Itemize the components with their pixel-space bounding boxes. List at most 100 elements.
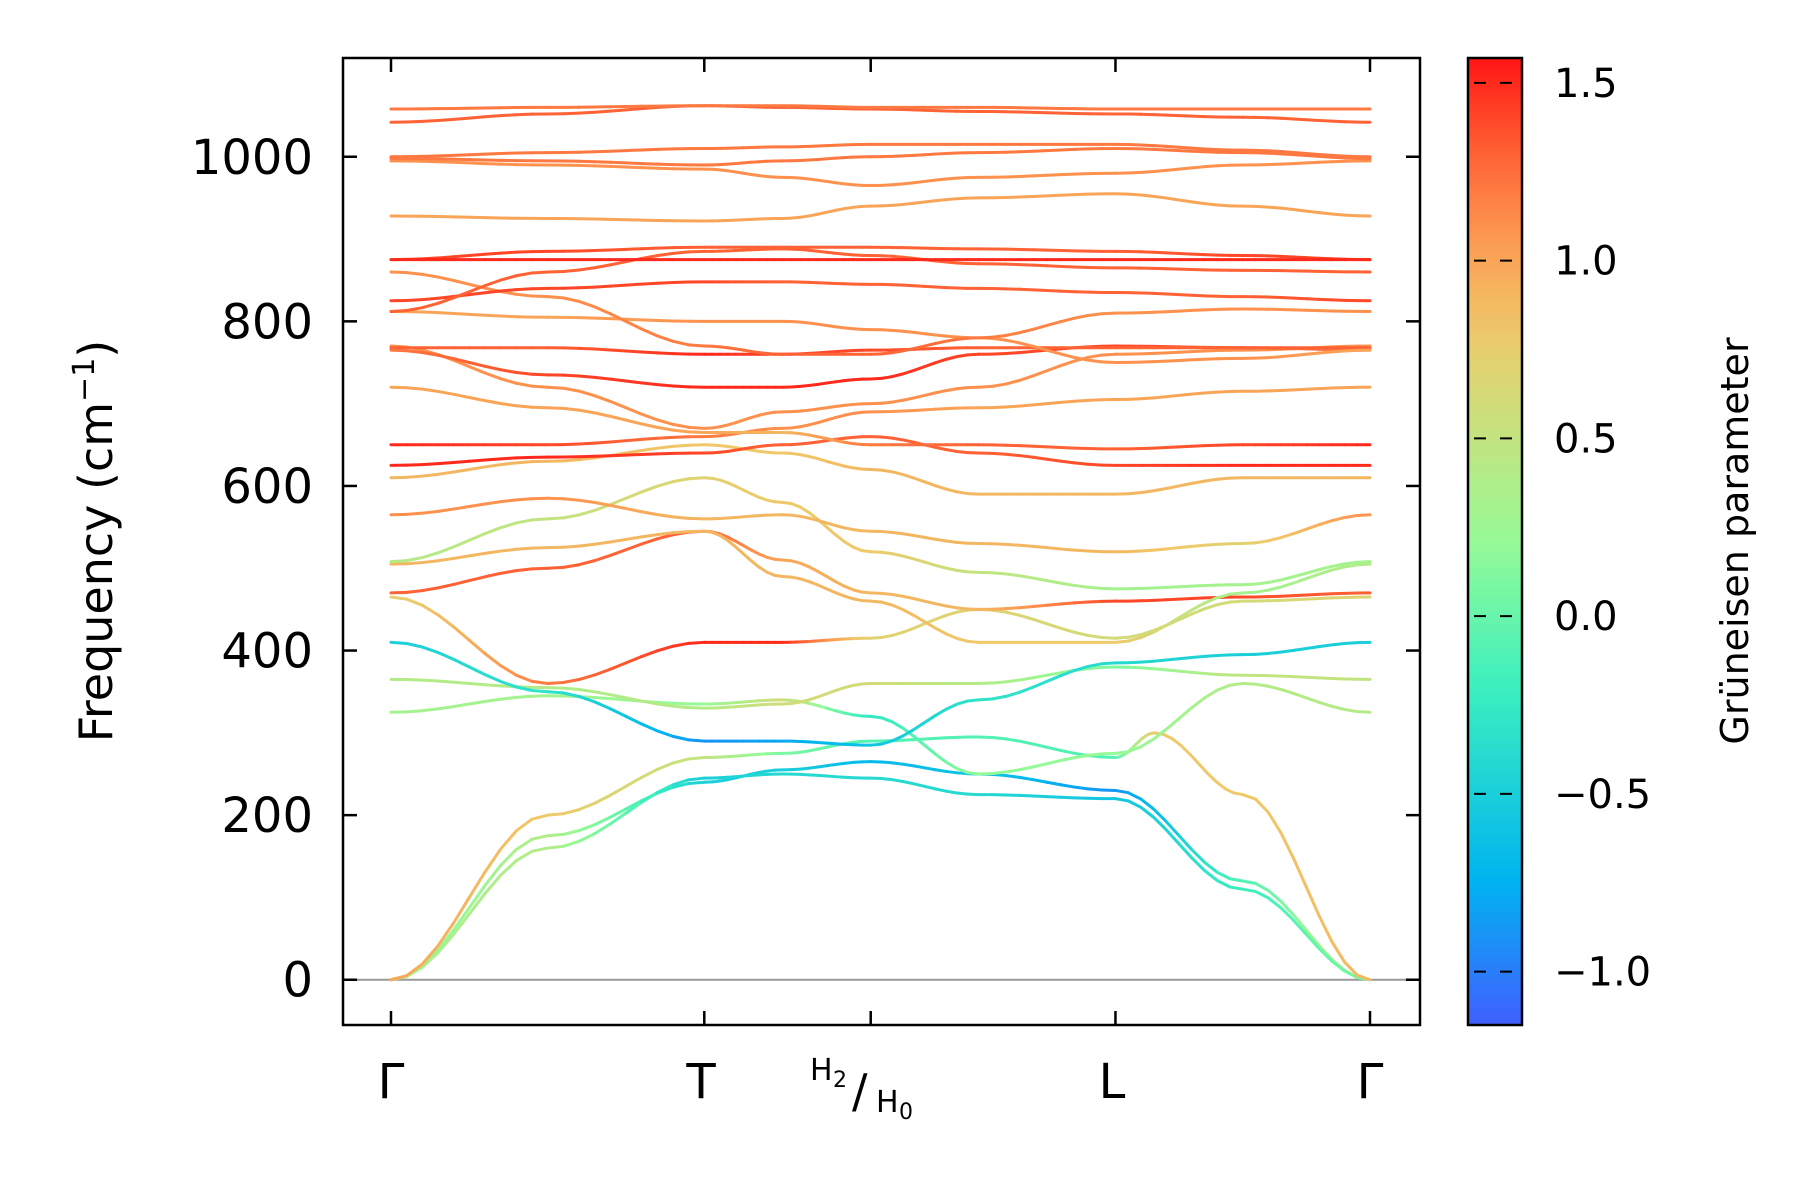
band-segment <box>1031 455 1049 461</box>
band-segment <box>436 160 456 164</box>
band-segment <box>825 587 837 595</box>
band-segment <box>944 337 959 343</box>
band-segment <box>577 346 597 351</box>
band-segment <box>1139 797 1156 811</box>
band-segment <box>1059 264 1076 269</box>
band-segment <box>467 161 487 166</box>
band-segment <box>671 778 691 787</box>
band-segment <box>640 166 659 170</box>
band-segment <box>483 873 503 896</box>
band-segment <box>1279 532 1296 540</box>
band-segment <box>1241 590 1257 595</box>
band-segment <box>879 435 894 440</box>
band-segment <box>467 291 487 297</box>
band-segment <box>833 462 846 468</box>
band-segment <box>1031 173 1049 178</box>
band-segment <box>593 411 612 418</box>
band-segment <box>1343 960 1359 977</box>
band-segment <box>912 153 927 157</box>
band-segment <box>944 355 959 361</box>
band-segment <box>640 254 659 261</box>
band-segment <box>1203 603 1219 611</box>
band-segment <box>1126 660 1143 665</box>
y-axis-title: Frequency (cm−1) <box>67 340 123 743</box>
band-segment <box>1031 544 1049 550</box>
band-segment <box>1100 661 1117 666</box>
band-segment <box>955 353 970 359</box>
band-segment <box>816 583 829 591</box>
kpoint-label-l: L <box>1099 1054 1126 1110</box>
band-segment <box>966 771 980 776</box>
band-segment <box>890 734 905 743</box>
band-segment <box>546 516 565 521</box>
band-segment <box>1100 635 1117 640</box>
band-segment <box>944 702 959 711</box>
band-segment <box>1266 810 1283 835</box>
band-segment <box>593 815 612 827</box>
band-segment <box>1190 601 1207 612</box>
band-segment <box>1139 193 1156 198</box>
band-segment <box>1126 799 1143 809</box>
band-segment <box>420 472 440 478</box>
band-segment <box>923 199 937 204</box>
band-segment <box>1164 668 1181 673</box>
band-segment <box>1018 605 1035 610</box>
band-segment <box>990 542 1008 546</box>
band-segment <box>912 597 927 603</box>
band-segment <box>514 567 534 573</box>
band-segment <box>405 511 424 516</box>
band-segment <box>1059 289 1076 294</box>
band-segment <box>1317 568 1334 576</box>
band-segment <box>436 117 456 122</box>
band-segment <box>499 847 518 867</box>
band-segment <box>1279 152 1296 157</box>
band-segment <box>976 384 994 389</box>
band-segment <box>640 246 659 251</box>
band-segment <box>1164 251 1181 255</box>
band-segment <box>1031 603 1049 609</box>
band-segment <box>405 349 424 355</box>
band-segment <box>452 680 471 685</box>
band-segment <box>640 722 659 733</box>
band-segment <box>955 336 970 341</box>
band-segment <box>687 249 706 254</box>
kpoint-label-slash: / <box>852 1064 868 1118</box>
band-segment <box>467 395 487 403</box>
band-segment <box>1279 899 1296 917</box>
band-segment <box>944 760 959 770</box>
band-segment <box>1317 350 1334 355</box>
band-segment <box>1018 287 1035 292</box>
band-segment <box>1059 748 1076 755</box>
band-segment <box>869 376 883 381</box>
band-segment <box>1086 633 1104 639</box>
band-segment <box>1018 574 1035 580</box>
band-segment <box>608 661 628 671</box>
band-segment <box>1152 359 1168 364</box>
band-segment <box>640 767 659 779</box>
band-segment <box>577 266 597 272</box>
band-segment <box>1253 889 1270 900</box>
band-segment <box>640 537 659 546</box>
band-segment <box>671 339 691 347</box>
band-segment <box>483 162 503 166</box>
band-segment <box>1203 653 1219 658</box>
band-segment <box>1343 348 1359 353</box>
band-segment <box>561 373 581 378</box>
band-segment <box>436 613 456 629</box>
band-segment <box>1018 403 1035 408</box>
band-segment <box>1152 310 1168 314</box>
band-segment <box>1279 388 1296 392</box>
band-segment <box>1152 147 1168 152</box>
band-segment <box>514 292 534 298</box>
band-segment <box>901 762 916 768</box>
band-segment <box>467 870 487 899</box>
band-segment <box>901 283 916 288</box>
band-segment <box>923 560 937 567</box>
band-segment <box>687 756 706 761</box>
band-segment <box>577 408 597 415</box>
band-segment <box>687 738 706 743</box>
band-segment <box>1170 737 1183 748</box>
band-segment <box>1190 856 1207 873</box>
band-segment <box>825 459 837 466</box>
band-segment <box>389 559 409 564</box>
